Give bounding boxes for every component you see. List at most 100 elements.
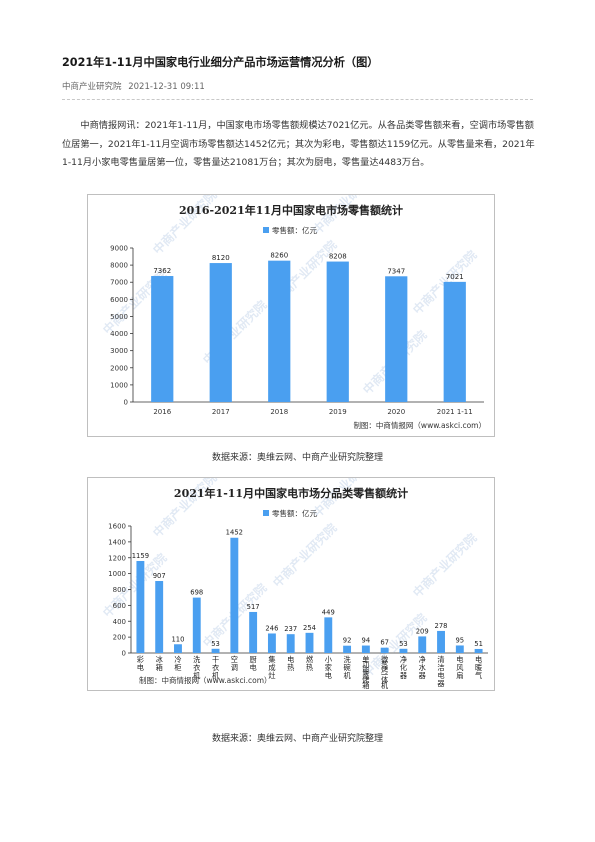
data-label: 1452	[226, 529, 243, 537]
chart-title: 2016-2021年11月中国家电市场零售额统计	[179, 203, 403, 217]
y-tick-label: 2000	[110, 364, 128, 372]
y-tick-label: 1600	[108, 523, 126, 531]
data-label: 7362	[153, 267, 171, 275]
publisher-link[interactable]: 中商产业研究院	[62, 82, 122, 92]
data-label: 53	[211, 640, 220, 648]
y-tick-label: 5000	[110, 313, 128, 321]
data-label: 698	[190, 589, 203, 597]
bar	[326, 261, 349, 402]
y-tick-label: 6000	[110, 296, 128, 304]
x-tick-label: 洗衣机	[193, 655, 201, 680]
x-tick-label: 净水器	[419, 655, 426, 680]
y-tick-label: 1000	[110, 381, 128, 389]
bar	[399, 648, 408, 653]
data-label: 53	[399, 640, 408, 648]
data-label: 95	[455, 636, 464, 644]
source-note-2: 数据来源：奥维云网、中商产业研究院整理	[211, 734, 383, 744]
y-tick-label: 400	[113, 618, 126, 626]
y-tick-label: 200	[113, 634, 126, 642]
bar	[268, 260, 291, 402]
bar	[155, 581, 164, 653]
y-tick-label: 4000	[110, 330, 128, 338]
y-tick-label: 0	[124, 399, 128, 407]
x-tick-label: 干衣机	[212, 655, 220, 680]
bar	[385, 276, 408, 402]
data-label: 8120	[212, 254, 230, 262]
y-tick-label: 1400	[108, 538, 126, 546]
bar	[437, 630, 445, 653]
data-label: 110	[171, 635, 184, 643]
bar	[267, 633, 276, 653]
data-label: 8260	[270, 252, 288, 260]
x-tick-label: 彩电	[137, 655, 144, 672]
y-tick-label: 1000	[108, 570, 126, 578]
data-label: 907	[153, 572, 166, 580]
bar	[151, 276, 174, 402]
data-label: 1159	[132, 552, 149, 560]
data-label: 278	[435, 622, 448, 630]
bar	[136, 561, 145, 653]
x-tick-label: 冰箱	[156, 655, 163, 672]
x-tick-label: 小家电	[325, 655, 332, 680]
y-tick-label: 1200	[108, 554, 126, 562]
legend-label: 零售额：亿元	[272, 508, 317, 518]
source-note-1: 数据来源：奥维云网、中商产业研究院整理	[211, 453, 383, 463]
chart-retail-sales-by-category: 中商产业研究院 中商产业研究院 中商产业研究院 中商产业研究院 中商产业研究院 中商产业研…	[87, 477, 495, 691]
y-tick-label: 0	[122, 650, 126, 658]
y-tick-label: 9000	[110, 245, 128, 253]
data-label: 92	[343, 637, 352, 645]
bar	[343, 645, 352, 653]
bar	[286, 634, 295, 653]
bar	[324, 617, 333, 653]
chart-1-svg: 中商产业研究院中商产业研究院中商产业研究院中商产业研究院中商产业研究院中商产业研…	[100, 195, 486, 430]
y-tick-label: 8000	[110, 262, 128, 270]
legend-swatch	[263, 510, 269, 516]
x-tick-label: 2016	[153, 408, 171, 416]
bar	[209, 263, 232, 402]
article-title: 2021年1-11月中国家电行业细分产品市场运营情况分析（图）	[62, 56, 379, 69]
x-tick-label: 单功能蒸烤箱	[362, 655, 369, 690]
x-tick-label: 冷柜	[174, 655, 181, 672]
bar	[192, 597, 201, 653]
data-label: 51	[474, 640, 483, 648]
x-tick-label: 燃热	[306, 655, 314, 672]
watermark-text: 中商产业研究院	[270, 520, 340, 590]
divider	[62, 99, 533, 100]
bar	[443, 281, 466, 402]
x-tick-label: 电热	[287, 655, 294, 672]
bar	[418, 636, 427, 653]
data-label: 7347	[387, 267, 405, 275]
bar	[380, 647, 389, 653]
bar	[474, 648, 483, 653]
chart-credit: 制图：中商情报网（www.askci.com）	[139, 675, 272, 685]
data-label: 209	[416, 627, 429, 635]
x-tick-label: 空调	[231, 655, 238, 672]
x-tick-label: 2021 1-11	[437, 408, 473, 416]
legend-swatch	[263, 227, 269, 233]
data-label: 517	[247, 603, 260, 611]
publish-datetime: 2021-12-31 09:11	[128, 82, 205, 92]
x-tick-label: 集成灶	[268, 655, 275, 680]
x-tick-label: 2019	[329, 408, 347, 416]
y-tick-label: 600	[113, 602, 126, 610]
bar	[361, 645, 370, 653]
legend-label: 零售额：亿元	[272, 225, 317, 235]
y-tick-label: 7000	[110, 279, 128, 287]
bar	[455, 645, 464, 653]
y-tick-label: 3000	[110, 347, 128, 355]
y-tick-label: 800	[113, 586, 126, 594]
data-label: 246	[265, 624, 278, 632]
watermark-text: 中商产业研究院	[410, 530, 480, 600]
x-tick-label: 电暖气	[475, 655, 482, 680]
chart-title: 2021年1-11月中国家电市场分品类零售额统计	[174, 486, 408, 500]
data-label: 7021	[446, 273, 464, 281]
data-label: 449	[322, 608, 335, 616]
bar	[230, 537, 239, 653]
bar	[305, 632, 314, 653]
x-tick-label: 微蒸烤一体机	[381, 655, 389, 690]
data-label: 8208	[329, 253, 347, 261]
x-tick-label: 清洁电器	[437, 655, 444, 688]
bar	[249, 611, 258, 653]
x-tick-label: 厨电	[250, 655, 257, 672]
x-tick-label: 2018	[270, 408, 288, 416]
